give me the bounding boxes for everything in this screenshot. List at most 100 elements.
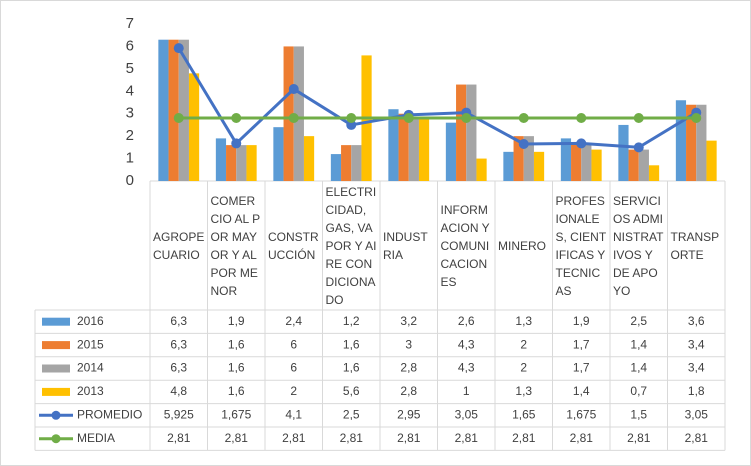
bar	[178, 39, 189, 182]
marker	[288, 112, 299, 123]
table-value: 2	[290, 384, 297, 398]
table-value: 6,3	[170, 314, 187, 328]
x-tick-label: AGROPECUARIO	[153, 230, 205, 262]
bar	[513, 136, 524, 181]
table-value: 2,81	[282, 431, 306, 445]
table-value: 2,81	[167, 431, 191, 445]
table-value: 1,9	[573, 314, 590, 328]
bar	[351, 145, 362, 181]
bar	[341, 145, 352, 181]
legend-label: 2016	[77, 314, 104, 328]
table-value: 3,6	[688, 314, 705, 328]
legend-swatch	[42, 387, 70, 396]
marker	[576, 138, 587, 149]
bar	[445, 122, 457, 181]
table-value: 2,6	[458, 314, 475, 328]
bar	[408, 118, 419, 181]
marker	[173, 43, 184, 54]
table-value: 6	[290, 361, 297, 375]
marker	[576, 112, 587, 123]
table-value: 4,3	[458, 337, 475, 351]
legend-swatch	[42, 364, 70, 373]
marker	[633, 142, 644, 153]
table-value: 1,6	[343, 337, 360, 351]
table-value: 2,81	[340, 431, 364, 445]
table-value: 3,4	[688, 361, 705, 375]
bar	[591, 149, 602, 181]
table-value: 1,9	[228, 314, 245, 328]
bar	[215, 138, 227, 181]
y-tick-label: 5	[126, 60, 134, 77]
x-tick-label: INFORMACION Y COMUNICACIONES	[440, 203, 490, 289]
table-value: 2,81	[512, 431, 536, 445]
table-value: 6	[290, 337, 297, 351]
line	[177, 47, 698, 149]
table-value: 2,8	[400, 384, 417, 398]
bar	[188, 73, 200, 181]
bar	[456, 84, 467, 181]
bar	[158, 39, 169, 182]
x-tick-label: CONSTRUCCIÓN	[268, 230, 319, 262]
bar	[236, 145, 247, 181]
table-value: 2,8	[400, 361, 417, 375]
x-tick-label: SERVICIOS ADMINISTRATIVOS Y DE APOYO	[613, 194, 664, 298]
table-value: 3,4	[688, 337, 705, 351]
table-value: 1	[463, 384, 470, 398]
marker	[461, 112, 472, 123]
bar	[303, 136, 315, 181]
table-value: 2,4	[285, 314, 302, 328]
marker	[346, 119, 357, 130]
marker	[173, 112, 184, 123]
bar	[388, 109, 399, 181]
bar	[706, 140, 717, 181]
table-value: 1,4	[573, 384, 590, 398]
marker	[518, 138, 529, 149]
table-value: 1,65	[512, 407, 536, 421]
legend-marker	[51, 410, 61, 420]
marker	[346, 112, 357, 123]
bar	[696, 104, 707, 181]
bar	[168, 39, 179, 182]
legend-swatch	[42, 341, 70, 350]
y-tick-label: 3	[126, 105, 134, 122]
table-value: 3,05	[685, 407, 709, 421]
bar	[533, 151, 545, 181]
table-value: 1,7	[573, 337, 590, 351]
table-value: 4,8	[170, 384, 187, 398]
y-tick-label: 0	[126, 172, 134, 189]
bar	[293, 46, 304, 181]
bar	[560, 138, 572, 181]
table-value: 2,81	[455, 431, 479, 445]
bar	[226, 145, 237, 181]
table-value: 1,7	[573, 361, 590, 375]
legend-label: 2015	[77, 337, 104, 351]
legend-label: 2014	[77, 361, 104, 375]
table-value: 1,6	[228, 337, 245, 351]
table-value: 1,3	[515, 314, 532, 328]
table-value: 4,3	[458, 361, 475, 375]
table-value: 1,6	[228, 361, 245, 375]
marker	[518, 112, 529, 123]
bar	[638, 149, 649, 181]
table-value: 1,675	[566, 407, 596, 421]
x-tick-label: ELECTRICIDAD, GAS, VAPOR Y AIRE CONDICIO…	[325, 185, 377, 307]
bar	[283, 46, 294, 181]
y-tick-label: 4	[126, 82, 134, 99]
marker	[691, 112, 702, 123]
bar	[466, 84, 477, 181]
table-value: 1,4	[630, 361, 647, 375]
marker	[231, 138, 242, 149]
table-value: 1,6	[343, 361, 360, 375]
table-value: 5,6	[343, 384, 360, 398]
bar	[581, 142, 592, 181]
x-tick-label: PROFESIONALES, CIENTIFICAS Y TECNICAS	[555, 194, 607, 298]
y-tick-label: 7	[126, 15, 134, 32]
table-value: 1,6	[228, 384, 245, 398]
bar	[618, 124, 629, 181]
table-value: 2,81	[627, 431, 651, 445]
x-tick-label: INDUSTRIA	[383, 230, 428, 262]
table-value: 2,81	[225, 431, 249, 445]
table-value: 3,05	[455, 407, 479, 421]
